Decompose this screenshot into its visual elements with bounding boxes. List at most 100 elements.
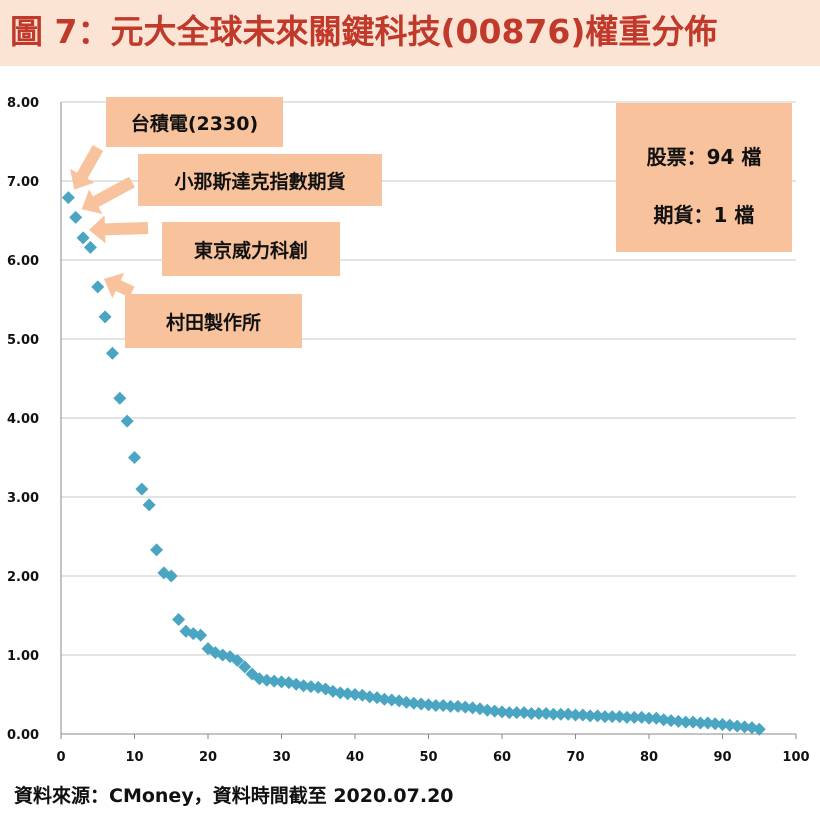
x-tick-label: 10: [125, 750, 143, 765]
data-point: [679, 715, 693, 729]
data-point: [495, 705, 509, 719]
data-point: [297, 679, 311, 693]
y-tick-label: 3.00: [7, 491, 39, 506]
data-point: [61, 191, 75, 205]
data-point: [150, 543, 164, 557]
data-point: [546, 707, 560, 721]
data-point: [627, 710, 641, 724]
data-point: [664, 714, 678, 728]
data-point: [517, 706, 531, 720]
x-tick-label: 90: [713, 750, 731, 765]
x-tick-label: 0: [56, 750, 65, 765]
data-point: [605, 710, 619, 724]
data-point: [230, 654, 244, 668]
data-point: [194, 628, 208, 642]
data-point: [613, 710, 627, 724]
data-point: [635, 710, 649, 724]
callout-arrow: [89, 215, 149, 244]
chart-title: 圖 7：元大全球未來關鍵科技(00876)權重分佈: [10, 12, 718, 51]
data-point: [642, 711, 656, 725]
data-point: [686, 715, 700, 729]
data-point: [105, 346, 119, 360]
data-point: [451, 699, 465, 713]
data-point: [98, 310, 112, 324]
data-point: [738, 720, 752, 734]
data-point: [569, 708, 582, 722]
data-point: [120, 414, 134, 428]
data-point: [510, 706, 524, 720]
data-point: [539, 706, 553, 720]
data-point: [142, 498, 156, 512]
data-point: [407, 696, 421, 710]
x-tick-label: 50: [419, 750, 437, 765]
data-point: [76, 231, 90, 245]
data-point: [363, 690, 377, 704]
data-point: [524, 706, 538, 720]
data-point: [458, 700, 472, 714]
callout-murata: 村田製作所: [125, 294, 302, 348]
data-point: [333, 686, 347, 700]
callout-arrow: [81, 176, 135, 214]
data-point: [260, 673, 274, 687]
callout-arrows: [70, 145, 149, 299]
y-tick-label: 8.00: [7, 96, 39, 111]
data-point: [716, 718, 729, 732]
data-point: [576, 708, 590, 722]
data-point: [708, 717, 722, 731]
data-point: [723, 718, 737, 732]
data-point: [91, 280, 105, 294]
y-tick-label: 5.00: [7, 333, 39, 348]
data-point: [267, 674, 281, 688]
data-point: [701, 716, 715, 730]
source-note: 資料來源：CMoney，資料時間截至 2020.07.20: [14, 785, 454, 807]
data-point: [172, 612, 186, 626]
x-tick-label: 30: [272, 750, 290, 765]
y-tick-label: 7.00: [7, 175, 39, 190]
data-point: [341, 687, 355, 701]
data-point: [583, 709, 597, 723]
y-tick-label: 2.00: [7, 570, 39, 585]
data-point: [657, 713, 671, 727]
data-point: [752, 722, 766, 736]
axes: 0.00 1.00 2.00 3.00 4.00 5.00 6.00 7.00 8.00 0 10 2…: [7, 96, 810, 765]
data-point: [598, 710, 612, 724]
data-point: [304, 680, 318, 694]
data-point: [385, 693, 399, 707]
x-tick-label: 40: [346, 750, 364, 765]
data-point: [693, 716, 707, 730]
data-point: [164, 569, 178, 583]
data-point: [488, 704, 502, 718]
stock-count: 股票：94 檔: [646, 145, 762, 169]
data-point: [348, 688, 362, 701]
callout-nasdaq-futures: 小那斯達克指數期貨: [138, 154, 382, 206]
title-band: 圖 7：元大全球未來關鍵科技(00876)權重分佈: [0, 0, 820, 66]
callout-arrow: [103, 272, 135, 299]
data-point: [377, 692, 391, 706]
data-point: [532, 706, 546, 720]
data-point: [157, 566, 171, 580]
data-point: [414, 697, 428, 711]
data-point: [113, 391, 127, 405]
y-tick-label: 4.00: [7, 412, 39, 427]
callout-tsmc: 台積電(2330): [106, 97, 283, 147]
data-point: [671, 714, 685, 728]
data-point: [444, 699, 458, 713]
holdings-summary-box: 股票：94 檔 期貨：1 檔: [616, 103, 792, 252]
data-point: [561, 707, 575, 721]
data-point: [730, 719, 744, 733]
y-tick-label: 0.00: [7, 728, 39, 743]
data-point: [480, 703, 494, 717]
callout-arrow: [70, 145, 104, 190]
x-tick-label: 60: [493, 750, 511, 765]
x-tick-label: 80: [640, 750, 658, 765]
data-point: [502, 706, 516, 720]
data-point: [429, 699, 443, 713]
data-point: [275, 675, 288, 689]
callout-tokyo-electron: 東京威力科創: [162, 222, 340, 276]
data-points: [61, 191, 766, 736]
data-point: [128, 451, 141, 464]
x-tick-label: 20: [199, 750, 217, 765]
data-point: [238, 660, 252, 674]
data-point: [422, 698, 435, 712]
futures-count: 期貨：1 檔: [653, 203, 755, 227]
